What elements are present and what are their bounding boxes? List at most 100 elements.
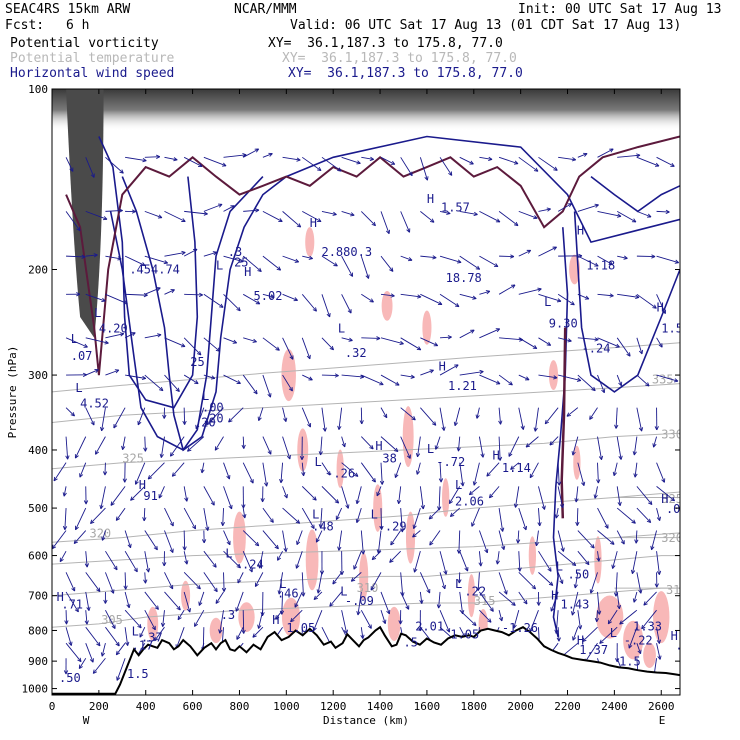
wind-vector <box>164 374 180 392</box>
wind-vector <box>164 289 175 295</box>
pv-positive-area <box>233 511 246 564</box>
wind-vector <box>400 337 422 351</box>
wind-vector <box>575 508 580 526</box>
wind-vector <box>203 572 218 593</box>
wind-vector <box>572 627 579 641</box>
pv-extremum-label: H <box>493 449 500 463</box>
wind-vector <box>92 657 106 674</box>
wind-vector <box>577 550 590 566</box>
wind-vector <box>282 486 288 499</box>
wind-vector <box>557 486 565 509</box>
wind-vector <box>472 462 480 486</box>
wind-vector <box>518 210 538 220</box>
wind-vector <box>597 507 609 529</box>
wind-vector <box>144 255 169 265</box>
pv-extremum-label: L <box>94 306 101 320</box>
wind-vector <box>203 550 217 568</box>
wind-vector <box>262 293 275 299</box>
wind-vector <box>260 486 265 503</box>
wind-vector <box>390 530 402 546</box>
wind-vector <box>456 436 461 452</box>
pv-extremum-label: 1.58 <box>661 322 690 336</box>
wind-vector <box>102 462 108 476</box>
pv-extremum-label: H <box>139 478 146 492</box>
wind-vector <box>652 436 657 448</box>
wind-vector <box>105 208 123 213</box>
pv-extremum-label: H <box>310 216 317 230</box>
pv-extremum-label: H <box>671 629 678 643</box>
wind-vector <box>537 508 542 527</box>
pv-positive-area <box>442 478 450 517</box>
x-tick-label: 1400 <box>367 700 394 713</box>
pv-extremum-label: H <box>661 492 668 506</box>
wind-vector <box>195 407 205 430</box>
wind-vector <box>456 530 462 554</box>
pv-extremum-label: 1.57 <box>441 200 470 214</box>
wind-vector <box>101 530 106 541</box>
wind-vector <box>616 374 623 387</box>
theta-contour-label: 305 <box>101 613 123 627</box>
pv-extremum-label: L <box>314 455 321 469</box>
wind-vector <box>355 507 362 524</box>
pv-extremum-label: 4.52 <box>80 397 109 411</box>
pv-extremum-label: .48 <box>312 520 334 534</box>
wind-vector <box>597 255 614 266</box>
wind-vector <box>656 507 661 521</box>
wind-vector <box>628 627 638 649</box>
wind-vector <box>65 436 70 460</box>
wind-vector <box>65 337 88 348</box>
theta-contour-label: 315 <box>666 583 688 597</box>
wind-speed-contour <box>573 211 680 393</box>
wind-vector <box>302 156 322 172</box>
pv-positive-area <box>297 428 309 472</box>
wind-vector <box>242 374 258 395</box>
pv-extremum-label: L <box>371 507 378 521</box>
x-tick-label: 2000 <box>507 700 534 713</box>
wind-vector <box>200 462 205 474</box>
wind-vector <box>566 407 579 417</box>
wind-vector <box>361 336 381 341</box>
wind-vector <box>171 462 185 477</box>
pv-extremum-label: -.22 <box>624 634 653 648</box>
wind-vector <box>571 591 579 616</box>
pv-extremum-label: H <box>439 360 446 374</box>
wind-vector <box>301 462 306 477</box>
wind-vector <box>183 248 198 257</box>
wind-vector <box>636 254 656 259</box>
wind-vector <box>301 294 317 312</box>
x-tick-label: 2400 <box>601 700 628 713</box>
wind-vector <box>321 156 342 172</box>
wind-vector <box>64 610 69 625</box>
wind-vector <box>557 293 575 306</box>
wind-vector <box>419 572 431 594</box>
wind-vector <box>341 374 365 379</box>
wind-vector <box>198 591 205 606</box>
wind-vector <box>633 462 638 478</box>
pv-positive-area <box>422 310 432 345</box>
wind-vector <box>142 508 147 522</box>
wind-vector <box>147 462 165 480</box>
wind-vector <box>656 294 666 314</box>
wind-vector <box>380 337 404 346</box>
pv-positive-area <box>305 529 319 591</box>
pv-extremum-label: H <box>375 439 382 453</box>
wind-vector <box>459 462 465 487</box>
wind-vector <box>597 436 604 461</box>
wind-vector <box>636 156 660 167</box>
wind-vector <box>412 530 421 538</box>
pv-extremum-label: H <box>244 265 251 279</box>
pv-extremum-label: 1.5 <box>619 654 641 668</box>
wind-vector <box>329 591 342 607</box>
wind-vector <box>616 507 636 524</box>
wind-vector <box>105 609 116 630</box>
theta-contour <box>52 432 680 470</box>
x-tick-label: 800 <box>230 700 250 713</box>
wind-vector <box>398 610 403 625</box>
wind-speed-contour <box>109 176 264 452</box>
pv-extremum-label: H <box>427 192 434 206</box>
wind-vector <box>361 156 374 161</box>
wind-vector <box>187 436 205 452</box>
wind-vector <box>282 507 301 524</box>
pv-positive-area <box>238 602 255 632</box>
wind-vector <box>203 251 218 257</box>
